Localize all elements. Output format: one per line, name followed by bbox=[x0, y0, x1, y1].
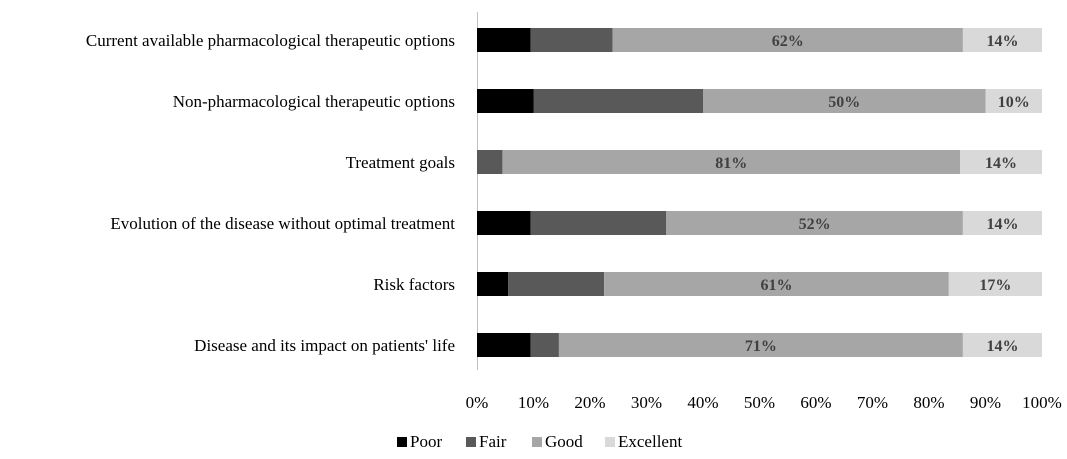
x-tick-label: 60% bbox=[800, 393, 831, 412]
bar-excellent-1 bbox=[962, 28, 1042, 52]
category-labels: Current available pharmacological therap… bbox=[86, 31, 455, 355]
x-tick-label: 0% bbox=[466, 393, 489, 412]
data-label-good-4: 52% bbox=[799, 216, 831, 233]
category-label-2: Non-pharmacological therapeutic options bbox=[173, 92, 455, 111]
bar-excellent-5 bbox=[948, 272, 1042, 296]
x-tick-label: 90% bbox=[970, 393, 1001, 412]
bar-fair-4 bbox=[530, 211, 667, 235]
bar-fair-6 bbox=[530, 333, 559, 357]
data-label-excellent-6: 14% bbox=[986, 338, 1018, 355]
data-label-good-5: 61% bbox=[760, 277, 792, 294]
legend-swatch-poor bbox=[397, 437, 407, 447]
legend-swatch-excellent bbox=[605, 437, 615, 447]
data-label-excellent-4: 14% bbox=[986, 216, 1018, 233]
legend-label-poor: Poor bbox=[410, 432, 442, 451]
data-labels: 62% 14% 50% 10% 81% 14% 52% 14% 61% 17% 71% 14% bbox=[715, 33, 1030, 355]
data-label-excellent-5: 17% bbox=[979, 277, 1011, 294]
legend-label-fair: Fair bbox=[479, 432, 507, 451]
bar-excellent-4 bbox=[962, 211, 1042, 235]
bar-good-3 bbox=[502, 150, 961, 174]
x-tick-label: 40% bbox=[687, 393, 718, 412]
x-tick-label: 100% bbox=[1022, 393, 1062, 412]
x-tick-label: 20% bbox=[574, 393, 605, 412]
bar-good-2 bbox=[703, 89, 986, 113]
data-label-good-1: 62% bbox=[772, 33, 804, 50]
data-label-excellent-3: 14% bbox=[985, 155, 1017, 172]
x-tick-label: 80% bbox=[913, 393, 944, 412]
bar-fair-2 bbox=[533, 89, 703, 113]
category-label-6: Disease and its impact on patients' life bbox=[194, 336, 455, 355]
bar-poor-2 bbox=[477, 89, 534, 113]
data-label-excellent-1: 14% bbox=[986, 33, 1018, 50]
x-tick-label: 70% bbox=[857, 393, 888, 412]
bar-good-1 bbox=[612, 28, 963, 52]
category-label-3: Treatment goals bbox=[346, 153, 455, 172]
category-label-1: Current available pharmacological therap… bbox=[86, 31, 455, 50]
legend-label-good: Good bbox=[545, 432, 583, 451]
legend-swatch-good bbox=[532, 437, 542, 447]
bar-fair-1 bbox=[530, 28, 613, 52]
bar-good-5 bbox=[604, 272, 949, 296]
bar-fair-5 bbox=[508, 272, 605, 296]
bar-poor-1 bbox=[477, 28, 531, 52]
legend-item-poor: Poor bbox=[397, 432, 442, 451]
bar-poor-5 bbox=[477, 272, 509, 296]
legend: Poor Fair Good Excellent bbox=[397, 432, 682, 451]
bar-poor-4 bbox=[477, 211, 531, 235]
data-label-good-6: 71% bbox=[745, 338, 777, 355]
data-label-good-3: 81% bbox=[715, 155, 747, 172]
x-tick-label: 50% bbox=[744, 393, 775, 412]
legend-item-excellent: Excellent bbox=[605, 432, 682, 451]
bar-poor-6 bbox=[477, 333, 531, 357]
legend-item-good: Good bbox=[532, 432, 583, 451]
bar-fair-3 bbox=[477, 150, 503, 174]
x-tick-label: 10% bbox=[518, 393, 549, 412]
x-axis-ticks: 0% 10% 20% 30% 40% 50% 60% 70% 80% 90% 100% bbox=[466, 393, 1062, 412]
category-label-5: Risk factors bbox=[373, 275, 455, 294]
bar-excellent-2 bbox=[985, 89, 1042, 113]
data-label-excellent-2: 10% bbox=[998, 94, 1030, 111]
category-label-4: Evolution of the disease without optimal… bbox=[110, 214, 455, 233]
bar-good-4 bbox=[666, 211, 963, 235]
x-tick-label: 30% bbox=[631, 393, 662, 412]
bar-excellent-3 bbox=[960, 150, 1042, 174]
data-label-good-2: 50% bbox=[828, 94, 860, 111]
legend-swatch-fair bbox=[466, 437, 476, 447]
legend-label-excellent: Excellent bbox=[618, 432, 682, 451]
bar-good-6 bbox=[558, 333, 963, 357]
bars bbox=[477, 28, 1042, 357]
bar-excellent-6 bbox=[962, 333, 1042, 357]
legend-item-fair: Fair bbox=[466, 432, 507, 451]
